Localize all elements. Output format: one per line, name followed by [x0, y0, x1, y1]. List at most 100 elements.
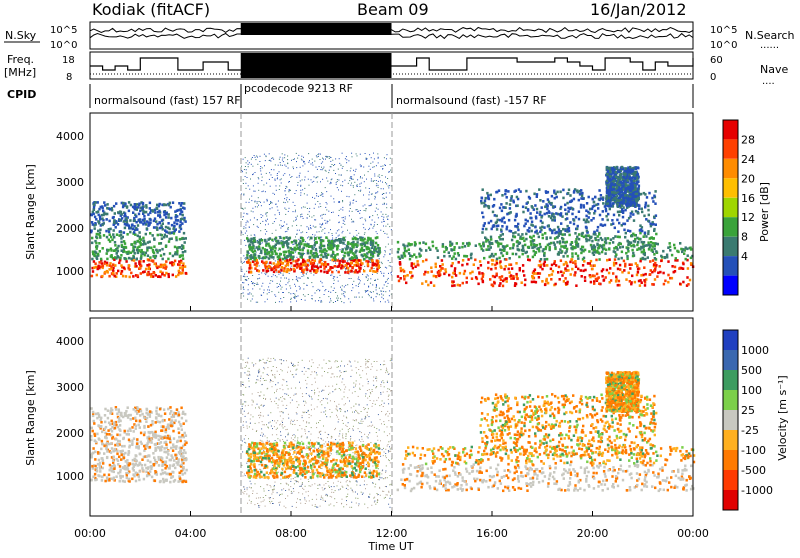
freq-label-line2: [MHz] [4, 66, 36, 79]
range-cell [171, 224, 173, 227]
range-cell [337, 277, 338, 278]
range-cell [309, 208, 310, 209]
range-cell [649, 273, 651, 276]
range-cell [159, 203, 161, 206]
range-cell [610, 205, 612, 208]
range-cell [388, 260, 389, 261]
range-cell [257, 278, 258, 279]
range-cell [412, 267, 414, 270]
range-cell [165, 272, 167, 275]
range-cell [384, 233, 385, 234]
range-cell [244, 213, 245, 214]
range-cell [355, 250, 357, 253]
range-cell [286, 268, 288, 271]
range-cell [299, 230, 300, 231]
range-cell [452, 262, 454, 265]
range-cell [360, 154, 361, 155]
range-cell [624, 263, 626, 266]
range-cell [611, 191, 613, 194]
range-cell [168, 216, 170, 219]
range-cell [371, 181, 372, 182]
range-cell [181, 248, 183, 251]
range-cell [501, 275, 503, 278]
colorbar-swatch [723, 256, 738, 275]
range-cell [265, 261, 267, 264]
range-cell [577, 245, 579, 248]
range-cell [280, 273, 281, 274]
range-cell [247, 240, 249, 243]
range-cell [251, 294, 252, 295]
range-cell [300, 173, 301, 174]
range-cell [510, 277, 512, 280]
range-cell [320, 226, 321, 227]
range-cell [560, 259, 562, 262]
freq-right-tick-top: 60 [710, 55, 723, 66]
range-cell [353, 203, 354, 204]
range-cell [291, 176, 292, 177]
range-cell [370, 245, 371, 246]
range-cell [320, 215, 321, 216]
range-cell [92, 223, 94, 226]
cpid-segment-2: pcodecode 9213 RF [244, 82, 353, 95]
range-cell [637, 173, 639, 176]
range-cell [114, 244, 116, 247]
range-cell [296, 161, 297, 162]
range-cell [306, 273, 307, 274]
range-cell [297, 280, 298, 281]
range-cell [321, 194, 322, 195]
range-cell [577, 191, 579, 194]
range-cell [315, 506, 316, 507]
range-cell [311, 217, 312, 218]
range-cell [379, 262, 380, 263]
range-cell [325, 159, 326, 160]
range-cell [265, 301, 266, 302]
range-cell [311, 179, 312, 180]
range-cell [502, 255, 504, 258]
range-cell [327, 254, 329, 257]
range-cell [295, 296, 296, 297]
range-cell [287, 201, 288, 202]
range-cell [308, 229, 309, 230]
range-cell [372, 284, 373, 285]
range-cell [615, 276, 617, 279]
range-cell [358, 277, 359, 278]
range-cell [569, 221, 571, 224]
range-cell [108, 275, 110, 278]
range-cell [361, 183, 362, 184]
range-cell [352, 266, 354, 269]
range-cell [151, 209, 153, 212]
range-cell [338, 298, 339, 299]
range-cell [245, 166, 246, 167]
range-cell [667, 260, 669, 263]
range-cell [279, 212, 280, 213]
range-cell [333, 278, 334, 279]
range-cell [133, 242, 135, 245]
range-cell [606, 173, 608, 176]
range-cell [153, 220, 155, 223]
range-cell [285, 214, 286, 215]
range-cell [297, 233, 298, 234]
range-cell [514, 231, 516, 234]
range-cell [638, 247, 640, 250]
range-cell [375, 248, 377, 251]
range-cell [258, 183, 259, 184]
range-cell [146, 227, 148, 230]
range-cell [319, 231, 320, 232]
range-cell [307, 249, 309, 252]
range-cell [571, 268, 573, 271]
range-cell [173, 221, 175, 224]
range-cell [533, 281, 535, 284]
range-cell [378, 181, 379, 182]
range-cell [93, 253, 95, 256]
range-cell [602, 202, 604, 205]
range-cell [336, 253, 338, 256]
range-cell [273, 262, 275, 265]
range-cell [510, 274, 512, 277]
range-cell [553, 262, 555, 265]
range-cell [655, 250, 657, 253]
range-cell [384, 221, 385, 222]
range-cell [163, 211, 165, 214]
range-cell [114, 264, 116, 267]
range-cell [301, 156, 302, 157]
range-cell [147, 213, 149, 216]
